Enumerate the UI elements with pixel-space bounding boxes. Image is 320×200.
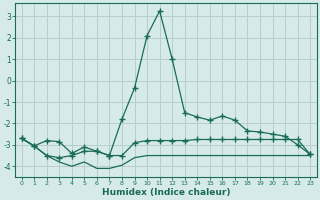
- X-axis label: Humidex (Indice chaleur): Humidex (Indice chaleur): [102, 188, 230, 197]
